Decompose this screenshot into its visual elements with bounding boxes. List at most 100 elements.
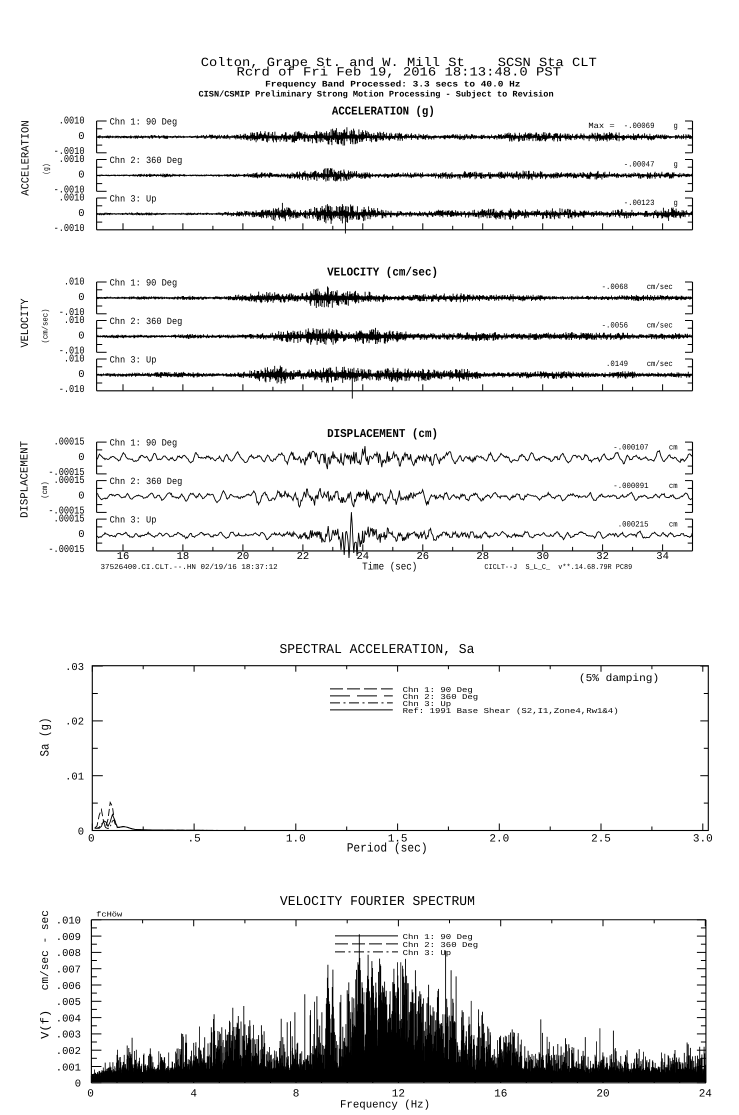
- svg-text:Time (sec): Time (sec): [362, 562, 417, 574]
- svg-text:.003: .003: [56, 1030, 81, 1042]
- svg-text:DISPLACEMENT: DISPLACEMENT: [20, 441, 32, 518]
- svg-text:.006: .006: [56, 981, 81, 993]
- svg-text:(5% damping): (5% damping): [579, 673, 659, 685]
- svg-text:1.5: 1.5: [388, 834, 408, 846]
- svg-text:cm: cm: [669, 482, 678, 491]
- svg-text:-.010: -.010: [59, 307, 85, 319]
- svg-text:.0010: .0010: [59, 154, 85, 166]
- svg-text:0: 0: [78, 208, 84, 220]
- svg-text:.00015: .00015: [54, 437, 85, 449]
- svg-text:-.000107: -.000107: [613, 443, 648, 452]
- svg-text:.008: .008: [56, 948, 81, 960]
- svg-text:0: 0: [78, 529, 84, 541]
- svg-text:.0149: .0149: [606, 360, 628, 369]
- svg-text:0: 0: [78, 826, 84, 838]
- svg-text:0: 0: [78, 170, 84, 182]
- svg-text:-.00123: -.00123: [624, 199, 655, 208]
- svg-text:-.010: -.010: [59, 345, 85, 357]
- svg-text:.02: .02: [65, 717, 84, 729]
- svg-text:Chn 1: 90 Deg: Chn 1: 90 Deg: [110, 277, 178, 288]
- svg-text:.001: .001: [56, 1062, 81, 1074]
- svg-text:28: 28: [476, 551, 489, 563]
- svg-text:(cm/sec): (cm/sec): [41, 309, 50, 344]
- svg-text:cm/sec - sec: cm/sec - sec: [40, 910, 52, 990]
- svg-text:Ref: 1991 Base Shear (S2,I1,Zo: Ref: 1991 Base Shear (S2,I1,Zone4,Rw1&4): [403, 707, 619, 716]
- svg-text:.010: .010: [64, 315, 85, 327]
- svg-text:V(f): V(f): [39, 1010, 52, 1039]
- svg-text:24: 24: [699, 1089, 713, 1101]
- svg-text:.000215: .000215: [618, 520, 649, 529]
- svg-text:24: 24: [356, 551, 369, 563]
- svg-text:VELOCITY (cm/sec): VELOCITY (cm/sec): [327, 265, 438, 279]
- svg-text:.010: .010: [56, 916, 81, 928]
- svg-text:CISN/CSMIP Preliminary Strong: CISN/CSMIP Preliminary Strong Motion Pro…: [199, 89, 554, 99]
- svg-text:Sa (g): Sa (g): [39, 718, 53, 757]
- svg-text:.002: .002: [56, 1046, 81, 1058]
- svg-text:34: 34: [656, 551, 669, 563]
- svg-text:cm/sec: cm/sec: [647, 322, 673, 331]
- svg-text:-.00015: -.00015: [48, 467, 84, 479]
- svg-text:32: 32: [596, 551, 609, 563]
- svg-text:-.00015: -.00015: [48, 505, 84, 517]
- svg-text:2.0: 2.0: [489, 834, 509, 846]
- svg-text:Chn 1: 90 Deg: Chn 1: 90 Deg: [403, 686, 473, 695]
- svg-text:VELOCITY FOURIER SPECTRUM: VELOCITY FOURIER SPECTRUM: [280, 895, 475, 910]
- svg-text:Rcrd of Fri Feb 19, 2016 18:13: Rcrd of Fri Feb 19, 2016 18:13:48.0 PST: [237, 66, 562, 80]
- svg-text:Chn 2: 360 Deg: Chn 2: 360 Deg: [403, 941, 479, 950]
- svg-text:8: 8: [293, 1089, 300, 1101]
- svg-text:30: 30: [536, 551, 549, 563]
- svg-text:Colton, Grape St. and W. Mill: Colton, Grape St. and W. Mill St SCSN St…: [201, 56, 597, 70]
- svg-text:-.0010: -.0010: [54, 223, 85, 235]
- svg-text:SPECTRAL ACCELERATION, Sa: SPECTRAL ACCELERATION, Sa: [280, 643, 475, 658]
- svg-text:-.00015: -.00015: [48, 544, 84, 556]
- svg-text:VELOCITY: VELOCITY: [20, 298, 32, 347]
- svg-text:0: 0: [87, 1089, 94, 1101]
- svg-text:Chn 3: Up: Chn 3: Up: [403, 949, 452, 958]
- svg-text:g: g: [674, 199, 678, 208]
- svg-text:-.0010: -.0010: [54, 146, 85, 158]
- svg-text:Chn 3: Up: Chn 3: Up: [110, 515, 157, 526]
- svg-text:16: 16: [494, 1089, 507, 1101]
- svg-text:Frequency (Hz): Frequency (Hz): [340, 1100, 430, 1112]
- svg-text:.007: .007: [56, 965, 81, 977]
- svg-text:.009: .009: [56, 932, 81, 944]
- svg-text:CICLT--J S_L_C_ v**.14.68.79: CICLT--J S_L_C_ v**.14.68.79R PC89: [484, 563, 632, 572]
- svg-text:Chn 3: Up: Chn 3: Up: [110, 354, 157, 365]
- svg-text:.00015: .00015: [54, 514, 85, 526]
- svg-text:(g): (g): [43, 163, 52, 175]
- svg-text:Chn 2: 360 Deg: Chn 2: 360 Deg: [110, 316, 183, 327]
- svg-text:-.00047: -.00047: [624, 161, 655, 170]
- svg-text:Period (sec): Period (sec): [347, 842, 428, 856]
- svg-text:.00015: .00015: [54, 475, 85, 487]
- svg-text:(cm): (cm): [41, 481, 50, 499]
- svg-text:0: 0: [78, 292, 84, 304]
- svg-text:ACCELERATION: ACCELERATION: [20, 120, 32, 195]
- svg-text:16: 16: [117, 551, 130, 563]
- svg-text:.010: .010: [64, 353, 85, 365]
- svg-text:20: 20: [596, 1089, 609, 1101]
- svg-text:20: 20: [237, 551, 250, 563]
- svg-text:12: 12: [392, 1089, 405, 1101]
- svg-text:0: 0: [78, 131, 84, 143]
- svg-text:Chn 1: 90 Deg: Chn 1: 90 Deg: [110, 116, 178, 127]
- svg-text:-.00069: -.00069: [624, 122, 655, 131]
- svg-text:1.0: 1.0: [286, 834, 306, 846]
- svg-text:-.0056: -.0056: [602, 322, 629, 331]
- svg-text:g: g: [674, 161, 678, 170]
- svg-text:-.010: -.010: [59, 384, 85, 396]
- svg-text:-.000091: -.000091: [613, 482, 648, 491]
- svg-text:Chn 2: 360 Deg: Chn 2: 360 Deg: [403, 693, 479, 702]
- svg-text:fcHöw: fcHöw: [96, 910, 123, 919]
- svg-text:-.0068: -.0068: [602, 283, 629, 292]
- svg-text:-.0010: -.0010: [54, 184, 85, 196]
- svg-text:cm: cm: [669, 520, 678, 529]
- svg-text:0: 0: [78, 491, 84, 503]
- svg-text:3.0: 3.0: [693, 834, 713, 846]
- svg-text:2.5: 2.5: [591, 834, 611, 846]
- svg-text:Chn 2: 360 Deg: Chn 2: 360 Deg: [110, 476, 183, 487]
- svg-text:37526400.CI.CLT.--.HN 02/19/16: 37526400.CI.CLT.--.HN 02/19/16 18:37:12: [101, 563, 278, 572]
- svg-text:Chn 3: Up: Chn 3: Up: [403, 700, 452, 709]
- svg-text:18: 18: [177, 551, 190, 563]
- svg-text:0: 0: [78, 369, 84, 381]
- svg-text:.0010: .0010: [59, 115, 85, 127]
